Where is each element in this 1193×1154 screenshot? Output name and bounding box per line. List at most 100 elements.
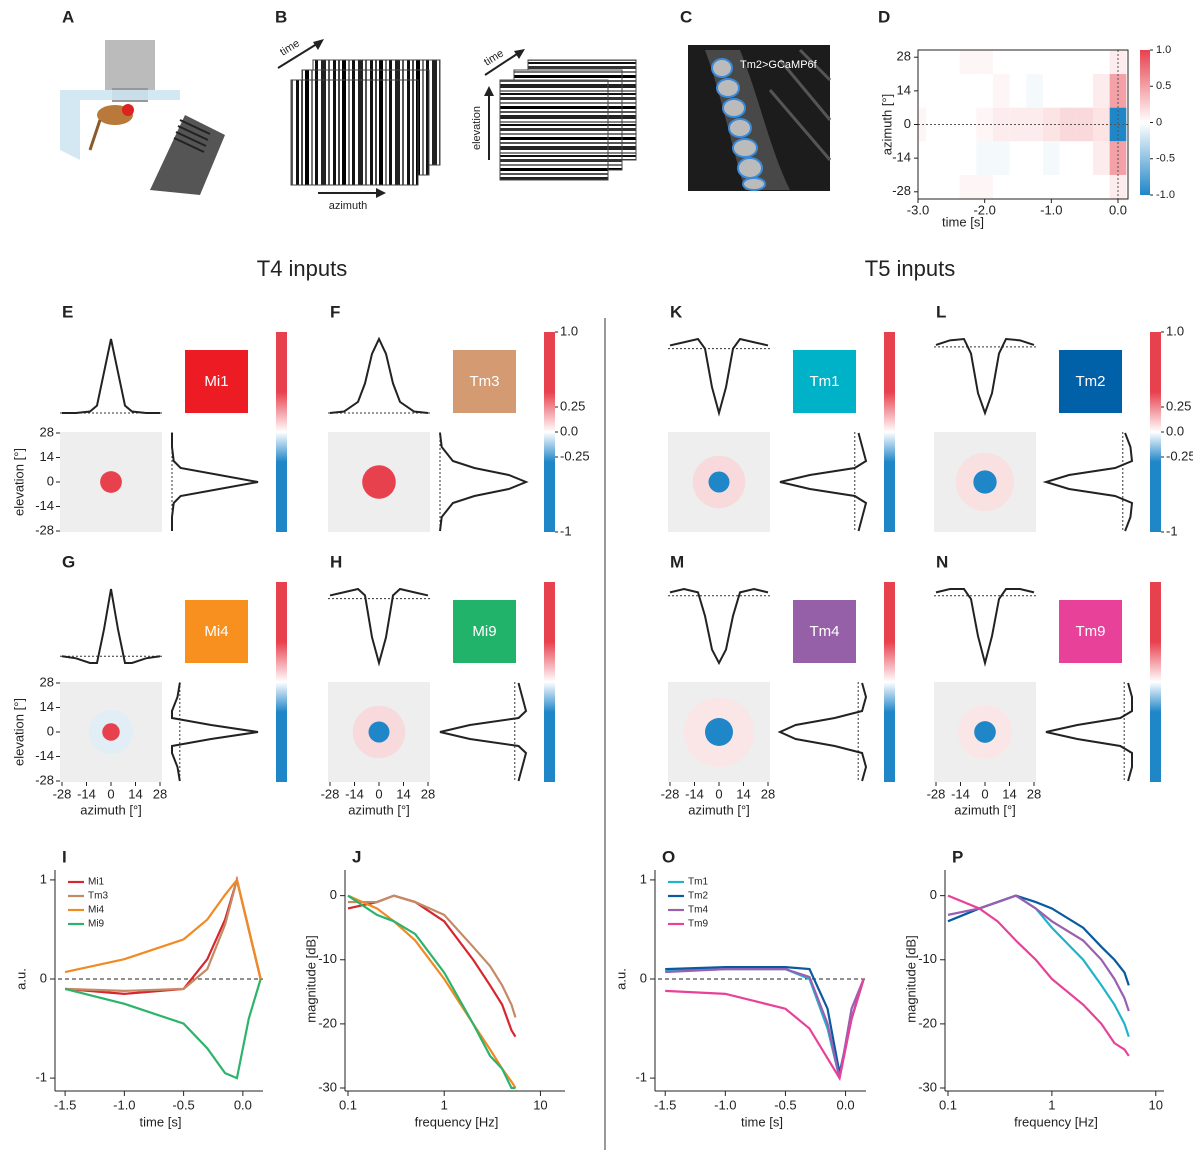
setup-illustration [60, 40, 225, 195]
y-axis-label: azimuth [°] [879, 94, 894, 156]
panel-label: N [936, 552, 948, 571]
x-axis-label: time [s] [942, 214, 984, 229]
rf-center [709, 472, 730, 493]
axis-label: time [482, 47, 506, 68]
x-axis-label: azimuth [°] [80, 802, 142, 817]
profile-line [1046, 683, 1132, 781]
y-tick-label: -14 [35, 748, 54, 763]
heat-cell [1076, 141, 1093, 175]
y-tick-label: -28 [35, 522, 54, 537]
heat-cell [1010, 50, 1027, 74]
heat-cell [1093, 175, 1110, 199]
colorbar [1150, 332, 1161, 532]
rf-center [973, 470, 996, 493]
axis-label: elevation [471, 106, 483, 150]
x-tick-label: 0 [375, 786, 382, 801]
heat-cell [960, 141, 977, 175]
heat-cell [960, 175, 977, 199]
profile-line [62, 589, 160, 663]
y-tick-label: 28 [40, 674, 54, 689]
heat-cell [976, 50, 993, 74]
x-axis-label: azimuth [°] [954, 802, 1016, 817]
heat-cell [976, 175, 993, 199]
heat-cell [1093, 74, 1110, 108]
cell-type-name: Tm1 [810, 373, 840, 390]
legend-label: Mi9 [88, 919, 105, 930]
series-line [665, 979, 863, 1078]
y-axis-label: a.u. [613, 968, 628, 990]
x-tick-label: -1.0 [714, 1097, 736, 1112]
colorbar-tick-label: -1.0 [1156, 189, 1175, 201]
x-axis-label: azimuth [°] [348, 802, 410, 817]
heat-cell [976, 141, 993, 175]
y-axis-label: magnitude [dB] [903, 935, 918, 1022]
x-tick-label: 28 [153, 786, 167, 801]
y-tick-label: 0 [904, 116, 911, 131]
section-title: T5 inputs [865, 256, 956, 281]
y-tick-label: 28 [897, 49, 911, 64]
y-tick-label: 28 [40, 424, 54, 439]
heat-cell [1076, 175, 1093, 199]
legend-label: Tm2 [688, 891, 708, 902]
y-axis-label: elevation [°] [11, 698, 26, 766]
profile-line [172, 433, 258, 531]
heat-cell [1076, 74, 1093, 108]
profile-line [330, 589, 428, 663]
x-tick-label: -0.5 [172, 1097, 194, 1112]
heat-cell [943, 141, 960, 175]
colorbar [544, 332, 555, 532]
rf-center [705, 718, 733, 746]
y-tick-label: -1 [635, 1070, 647, 1085]
x-tick-label: -1.0 [113, 1097, 135, 1112]
colorbar [276, 582, 287, 782]
y-tick-label: 0 [640, 970, 647, 985]
y-tick-label: 14 [40, 699, 54, 714]
cell-type-name: Tm3 [470, 373, 500, 390]
heat-cell [1060, 50, 1077, 74]
y-tick-label: 0 [330, 887, 337, 902]
x-tick-label: -1.5 [54, 1097, 76, 1112]
profile-line [936, 589, 1034, 663]
x-tick-label: -1.5 [654, 1097, 676, 1112]
series-line [665, 969, 863, 1078]
heat-cell [1043, 74, 1060, 108]
heat-cell [926, 141, 943, 175]
legend-label: Tm1 [688, 877, 708, 888]
heat-cell [976, 74, 993, 108]
colorbar [276, 332, 287, 532]
x-tick-label: -28 [321, 786, 340, 801]
cell-type-name: Mi4 [204, 623, 228, 640]
profile-line [780, 433, 866, 531]
panel-label: O [662, 847, 675, 866]
colorbar-tick-label: 0.25 [560, 398, 585, 413]
y-tick-label: -30 [918, 1079, 937, 1094]
panel-label: B [275, 7, 287, 26]
rf-center [369, 722, 390, 743]
cell-type-name: Tm9 [1076, 623, 1106, 640]
colorbar-tick-label: -0.25 [560, 448, 590, 463]
y-tick-label: -28 [35, 772, 54, 787]
x-tick-label: -14 [77, 786, 96, 801]
colorbar [1140, 50, 1150, 195]
section-title: T4 inputs [257, 256, 348, 281]
y-tick-label: -30 [318, 1079, 337, 1094]
panel-label: P [952, 847, 963, 866]
x-tick-label: 10 [1149, 1097, 1163, 1112]
colorbar-tick-label: 1.0 [1166, 323, 1184, 338]
colorbar-tick-label: -1 [1166, 523, 1178, 538]
x-tick-label: 0.1 [339, 1097, 357, 1112]
x-axis-label: time [s] [140, 1114, 182, 1129]
series-line [65, 979, 261, 1078]
series-line [348, 896, 515, 1088]
y-tick-label: -14 [35, 498, 54, 513]
rf-center [362, 465, 396, 499]
y-tick-label: -14 [892, 150, 911, 165]
profile-line [172, 683, 258, 781]
x-tick-label: 0.0 [234, 1097, 252, 1112]
series-line [948, 896, 1129, 1056]
y-tick-label: -1 [35, 1070, 47, 1085]
heat-cell [1026, 141, 1043, 175]
rf-center [100, 471, 122, 493]
panel-label: K [670, 302, 683, 321]
cell-type-name: Mi9 [472, 623, 496, 640]
